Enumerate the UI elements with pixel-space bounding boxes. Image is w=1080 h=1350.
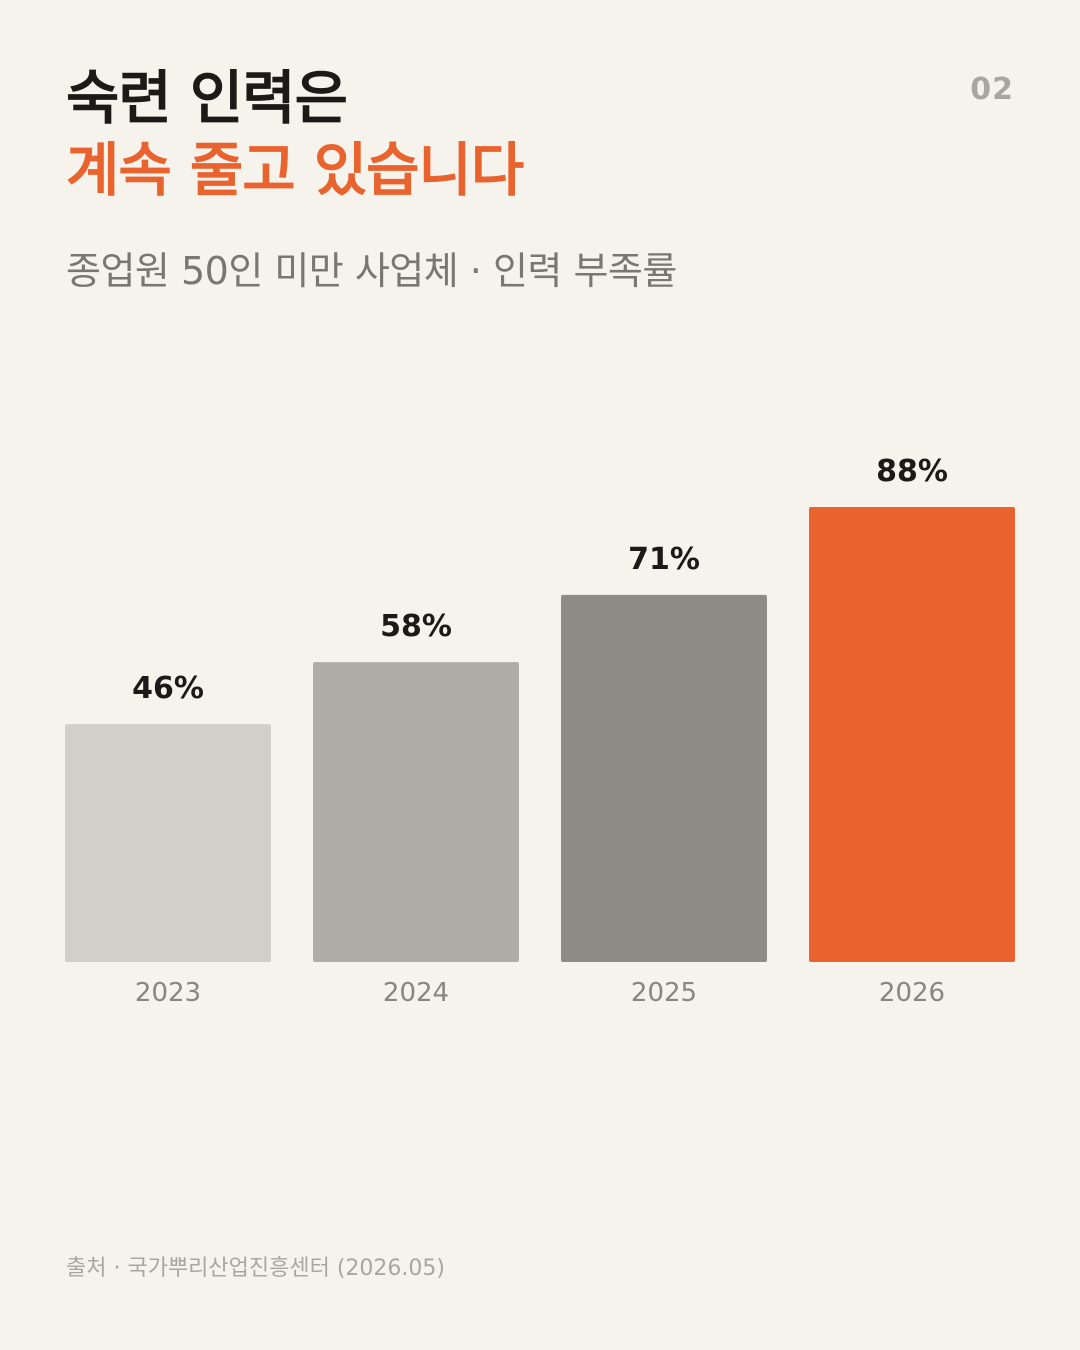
value-label-2023: 46% [132,671,204,706]
title-line-1: 숙련 인력은 [66,64,348,132]
source-note: 출처 · 국가뿌리산업진흥센터 (2026.05) [66,1256,445,1281]
value-label-2025: 71% [628,542,700,577]
title-line-2: 계속 줄고 있습니다 [66,136,524,204]
bar-2026 [809,507,1015,962]
category-label-2025: 2025 [631,978,697,1008]
category-label-2026: 2026 [879,978,945,1008]
bar-2025 [561,594,767,962]
bar-2023 [65,724,271,962]
page-number: 02 [970,72,1014,107]
page-title: 숙련 인력은 계속 줄고 있습니다 [66,62,524,206]
category-label-2024: 2024 [383,978,449,1008]
category-label-2023: 2023 [135,978,201,1008]
value-label-2026: 88% [876,454,948,489]
value-label-2024: 58% [380,609,452,644]
chart-subtitle: 종업원 50인 미만 사업체 · 인력 부족률 [66,249,677,293]
bar-2024 [313,662,519,962]
